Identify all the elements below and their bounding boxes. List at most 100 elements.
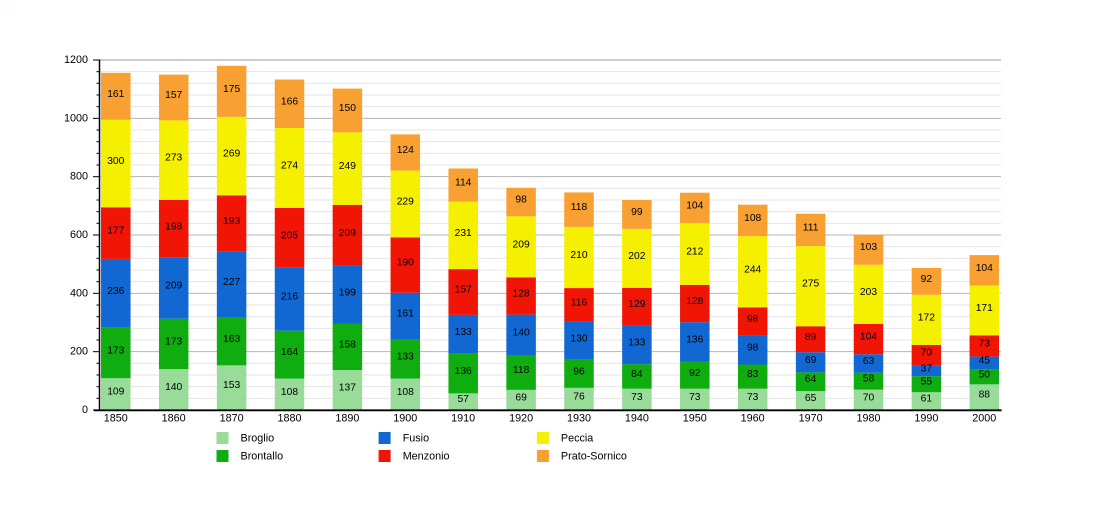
svg-text:1870: 1870 [220,413,244,425]
svg-text:76: 76 [573,391,585,402]
svg-text:244: 244 [744,264,761,275]
svg-text:1910: 1910 [451,413,475,425]
svg-text:173: 173 [107,345,124,356]
svg-text:109: 109 [107,387,124,398]
svg-text:1850: 1850 [104,413,128,425]
svg-text:209: 209 [513,239,530,250]
svg-text:173: 173 [165,336,182,347]
svg-text:69: 69 [805,355,817,366]
svg-text:1970: 1970 [799,413,823,425]
svg-text:164: 164 [281,347,298,358]
svg-text:124: 124 [397,145,414,156]
svg-text:229: 229 [397,196,414,207]
svg-text:128: 128 [686,296,703,307]
svg-text:114: 114 [455,178,472,189]
svg-text:203: 203 [860,287,877,298]
svg-text:193: 193 [223,216,240,227]
svg-text:128: 128 [513,288,530,299]
svg-text:1930: 1930 [567,413,591,425]
svg-text:140: 140 [513,328,530,339]
svg-text:73: 73 [747,392,759,403]
svg-text:130: 130 [570,333,587,344]
svg-text:Menzonio: Menzonio [403,451,450,463]
svg-text:73: 73 [689,392,701,403]
svg-text:400: 400 [70,287,88,299]
svg-text:65: 65 [805,393,817,404]
svg-text:236: 236 [107,286,124,297]
svg-text:800: 800 [70,171,88,183]
svg-text:63: 63 [863,356,875,367]
svg-text:212: 212 [686,246,703,257]
svg-text:Peccia: Peccia [561,433,593,445]
svg-text:1990: 1990 [914,413,938,425]
svg-text:231: 231 [455,228,472,239]
svg-text:210: 210 [570,250,587,261]
svg-text:1940: 1940 [625,413,649,425]
svg-text:111: 111 [803,222,819,233]
svg-text:153: 153 [223,380,240,391]
svg-text:69: 69 [515,392,527,403]
svg-text:190: 190 [397,258,414,269]
svg-text:1960: 1960 [741,413,765,425]
svg-text:2000: 2000 [972,413,996,425]
svg-text:133: 133 [455,327,472,338]
svg-text:88: 88 [979,390,991,401]
svg-text:209: 209 [165,281,182,292]
svg-text:163: 163 [223,334,240,345]
svg-text:Broglio: Broglio [241,433,275,445]
svg-text:249: 249 [339,161,356,172]
svg-text:1880: 1880 [277,413,301,425]
svg-text:104: 104 [860,332,877,343]
svg-text:129: 129 [628,299,645,310]
svg-text:103: 103 [860,242,877,253]
svg-text:0: 0 [82,404,88,416]
svg-text:140: 140 [165,382,182,393]
svg-text:118: 118 [571,202,588,213]
svg-text:1860: 1860 [162,413,186,425]
svg-text:108: 108 [397,387,414,398]
svg-text:275: 275 [802,279,819,290]
svg-text:108: 108 [744,213,761,224]
svg-text:70: 70 [863,392,875,403]
svg-text:209: 209 [339,228,356,239]
svg-text:136: 136 [455,366,472,377]
svg-text:158: 158 [339,340,356,351]
svg-text:133: 133 [397,352,414,363]
svg-text:269: 269 [223,149,240,160]
svg-text:1980: 1980 [856,413,880,425]
svg-text:118: 118 [513,365,530,376]
svg-text:45: 45 [979,356,991,367]
svg-text:133: 133 [628,337,645,348]
svg-text:104: 104 [686,200,703,211]
svg-text:61: 61 [921,394,933,405]
svg-text:50: 50 [979,370,991,381]
svg-text:116: 116 [571,298,588,309]
svg-text:1950: 1950 [683,413,707,425]
svg-text:161: 161 [397,309,414,320]
svg-text:300: 300 [107,156,124,167]
svg-text:273: 273 [165,153,182,164]
svg-text:200: 200 [70,346,88,358]
svg-text:199: 199 [339,287,356,298]
svg-text:202: 202 [628,251,645,262]
svg-text:96: 96 [573,366,585,377]
svg-text:161: 161 [107,89,124,100]
svg-text:70: 70 [921,348,933,359]
svg-text:157: 157 [165,90,182,101]
svg-text:Prato-Sornico: Prato-Sornico [561,451,627,463]
svg-text:274: 274 [281,160,298,171]
svg-text:198: 198 [165,221,182,232]
svg-text:137: 137 [339,383,356,394]
svg-text:98: 98 [747,314,759,325]
svg-text:175: 175 [223,84,240,95]
svg-text:98: 98 [747,343,759,354]
svg-text:1900: 1900 [393,413,417,425]
svg-text:150: 150 [339,103,356,114]
svg-text:108: 108 [281,387,298,398]
svg-text:227: 227 [223,277,240,288]
svg-text:172: 172 [918,312,935,323]
svg-text:1920: 1920 [509,413,533,425]
svg-text:166: 166 [281,96,298,107]
svg-text:171: 171 [976,303,993,314]
svg-text:89: 89 [805,332,817,343]
